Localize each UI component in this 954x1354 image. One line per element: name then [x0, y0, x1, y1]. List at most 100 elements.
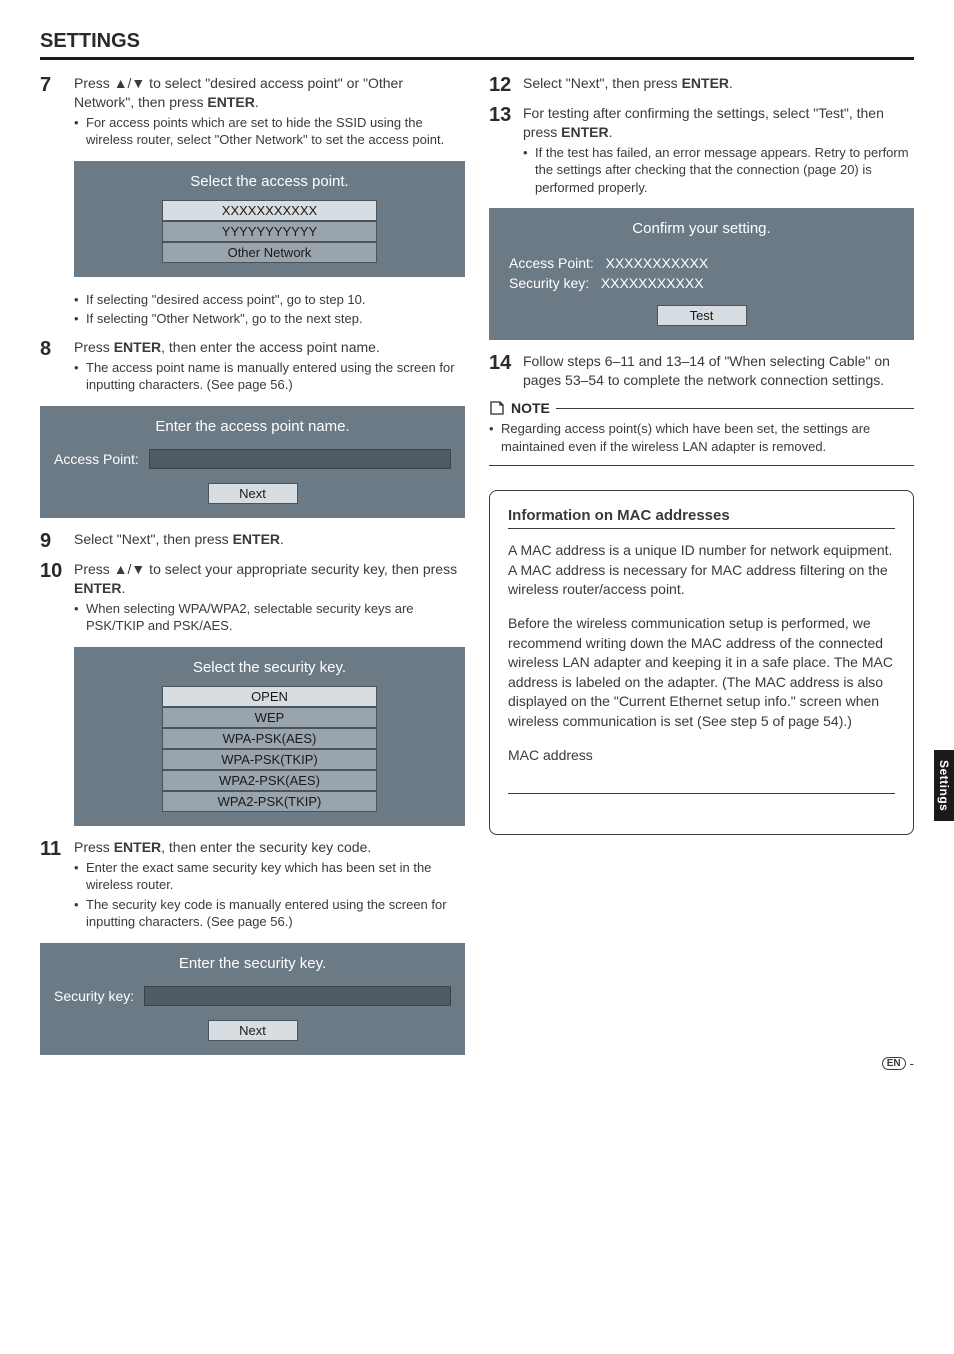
step-number: 10 — [40, 560, 74, 637]
step-number: 11 — [40, 838, 74, 933]
text: Press — [74, 75, 114, 91]
bullet: If the test has failed, an error message… — [523, 144, 914, 197]
list-item[interactable]: XXXXXXXXXXX — [162, 200, 377, 221]
bullet: Enter the exact same security key which … — [74, 859, 465, 894]
field-label: Access Point: — [54, 451, 139, 467]
step-body: Press ▲/▼ to select "desired access poin… — [74, 74, 465, 151]
page-title: SETTINGS — [40, 30, 914, 57]
kv-value: XXXXXXXXXXX — [601, 275, 704, 291]
arrow-icons: ▲/▼ — [114, 75, 146, 91]
text: . — [121, 580, 125, 596]
next-button[interactable]: Next — [208, 1020, 298, 1041]
screen-title: Enter the access point name. — [50, 418, 455, 435]
enter-label: ENTER — [114, 339, 161, 355]
enter-label: ENTER — [233, 531, 280, 547]
lang-badge: EN — [882, 1057, 906, 1070]
step-body: Press ENTER, then enter the security key… — [74, 838, 465, 933]
step-14: 14 Follow steps 6–11 and 13–14 of "When … — [489, 352, 914, 390]
text: . — [255, 94, 259, 110]
field-label: Security key: — [54, 988, 134, 1004]
step-11: 11 Press ENTER, then enter the security … — [40, 838, 465, 933]
list-item[interactable]: WPA-PSK(AES) — [162, 728, 377, 749]
left-column: 7 Press ▲/▼ to select "desired access po… — [40, 74, 465, 1067]
text: . — [280, 531, 284, 547]
step-10: 10 Press ▲/▼ to select your appropriate … — [40, 560, 465, 637]
note-label: NOTE — [511, 400, 550, 416]
right-column: 12 Select "Next", then press ENTER. 13 F… — [489, 74, 914, 1067]
note-rule — [556, 408, 914, 409]
ap-name-input[interactable] — [149, 449, 451, 469]
screen-list: OPEN WEP WPA-PSK(AES) WPA-PSK(TKIP) WPA2… — [162, 686, 377, 812]
test-button[interactable]: Test — [657, 305, 747, 326]
enter-label: ENTER — [682, 75, 729, 91]
step-body: Follow steps 6–11 and 13–14 of "When sel… — [523, 352, 914, 390]
screen-select-security-key: Select the security key. OPEN WEP WPA-PS… — [74, 647, 465, 826]
note-bullets: Regarding access point(s) which have bee… — [489, 416, 914, 466]
info-paragraph: Before the wireless communication setup … — [508, 614, 895, 732]
side-tab-settings: Settings — [934, 750, 954, 821]
screen-enter-security-key: Enter the security key. Security key: Ne… — [40, 943, 465, 1055]
step-number: 13 — [489, 104, 523, 198]
info-panel-mac: Information on MAC addresses A MAC addre… — [489, 490, 914, 835]
screen-enter-ap-name: Enter the access point name. Access Poin… — [40, 406, 465, 518]
text: Select "Next", then press — [74, 531, 233, 547]
step-9: 9 Select "Next", then press ENTER. — [40, 530, 465, 552]
screen-confirm-setting: Confirm your setting. Access Point: XXXX… — [489, 208, 914, 340]
step-number: 7 — [40, 74, 74, 151]
enter-label: ENTER — [74, 580, 121, 596]
step-body: For testing after confirming the setting… — [523, 104, 914, 198]
text: Press — [74, 561, 114, 577]
text: . — [729, 75, 733, 91]
step-number: 12 — [489, 74, 523, 96]
bullet: The access point name is manually entere… — [74, 359, 465, 394]
screen-select-access-point: Select the access point. XXXXXXXXXXX YYY… — [74, 161, 465, 277]
step-12: 12 Select "Next", then press ENTER. — [489, 74, 914, 96]
info-paragraph: A MAC address is a unique ID number for … — [508, 541, 895, 600]
info-rule — [508, 528, 895, 529]
footer-dash: - — [910, 1056, 914, 1071]
screen-list: XXXXXXXXXXX YYYYYYYYYYY Other Network — [162, 200, 377, 263]
kv-label: Access Point: — [509, 255, 594, 271]
screen-title: Select the access point. — [84, 173, 455, 190]
text: . — [609, 124, 613, 140]
list-item[interactable]: Other Network — [162, 242, 377, 263]
step-number: 8 — [40, 338, 74, 396]
bullet: Regarding access point(s) which have bee… — [489, 420, 914, 455]
bullet: For access points which are set to hide … — [74, 114, 465, 149]
screen-title: Select the security key. — [84, 659, 455, 676]
step-body: Press ▲/▼ to select your appropriate sec… — [74, 560, 465, 637]
step-body: Select "Next", then press ENTER. — [74, 530, 465, 552]
screen-title: Confirm your setting. — [499, 220, 904, 237]
text: , then enter the access point name. — [161, 339, 380, 355]
text: to select your appropriate security key,… — [145, 561, 457, 577]
bullet: The security key code is manually entere… — [74, 896, 465, 931]
text: Press — [74, 339, 114, 355]
info-paragraph: MAC address — [508, 746, 895, 766]
note-icon — [489, 400, 505, 416]
kv-label: Security key: — [509, 275, 589, 291]
kv-value: XXXXXXXXXXX — [606, 255, 709, 271]
next-button[interactable]: Next — [208, 483, 298, 504]
note-heading: NOTE — [489, 400, 914, 416]
list-item[interactable]: WPA2-PSK(TKIP) — [162, 791, 377, 812]
mac-underline — [508, 793, 895, 794]
step-13: 13 For testing after confirming the sett… — [489, 104, 914, 198]
list-item[interactable]: WPA2-PSK(AES) — [162, 770, 377, 791]
step-number: 9 — [40, 530, 74, 552]
screen-title: Enter the security key. — [50, 955, 455, 972]
text: , then enter the security key code. — [161, 839, 371, 855]
list-item[interactable]: YYYYYYYYYYY — [162, 221, 377, 242]
bullet: If selecting "desired access point", go … — [74, 291, 465, 309]
text: Select "Next", then press — [523, 75, 682, 91]
enter-label: ENTER — [561, 124, 608, 140]
text: Press — [74, 839, 114, 855]
list-item[interactable]: OPEN — [162, 686, 377, 707]
step-body: Press ENTER, then enter the access point… — [74, 338, 465, 396]
security-key-input[interactable] — [144, 986, 451, 1006]
list-item[interactable]: WEP — [162, 707, 377, 728]
enter-label: ENTER — [207, 94, 254, 110]
step-7-post: If selecting "desired access point", go … — [40, 289, 465, 330]
page-footer: EN - — [882, 1056, 914, 1071]
arrow-icons: ▲/▼ — [114, 561, 146, 577]
list-item[interactable]: WPA-PSK(TKIP) — [162, 749, 377, 770]
